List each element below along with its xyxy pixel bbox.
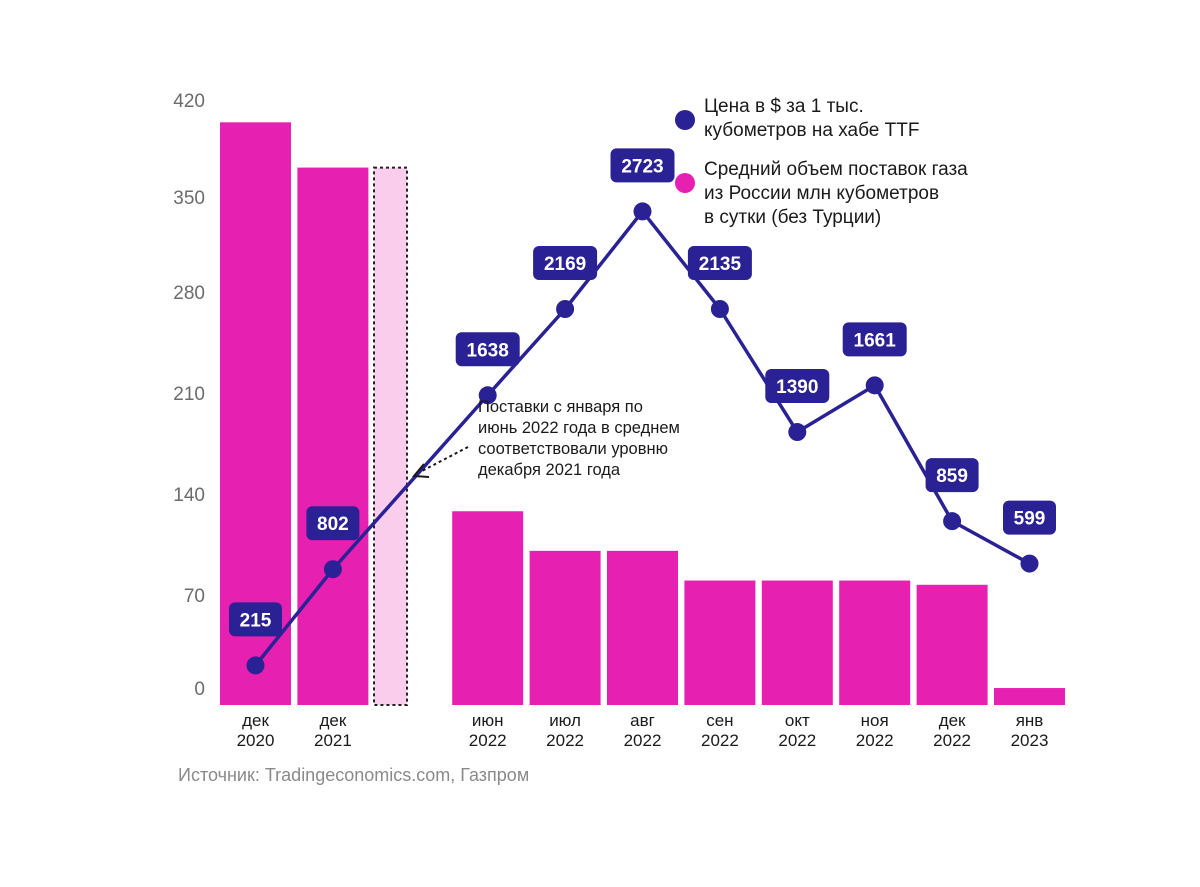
bars (220, 122, 1065, 707)
price-label-pill (1003, 500, 1056, 535)
y-tick-label: 280 (173, 283, 205, 304)
bar (761, 580, 833, 705)
x-tick-month: окт (785, 711, 810, 730)
annotation-arrow-head (411, 463, 430, 478)
x-tick-month: янв (1016, 711, 1044, 730)
price-label: 802 (317, 514, 349, 535)
annotation-text: декабря 2021 года (478, 461, 621, 479)
price-label: 1390 (776, 377, 818, 398)
price-label: 215 (240, 610, 272, 631)
bar-highlighted-period (373, 166, 408, 707)
price-point (943, 512, 962, 531)
y-tick-label: 420 (173, 91, 205, 112)
price-point (788, 423, 807, 442)
price-line: 215 802 1638 2169 2723 2135 1390 1661 859 599 (229, 148, 1056, 675)
y-tick-label: 210 (173, 384, 205, 405)
legend-label: в сутки (без Турции) (704, 207, 881, 228)
price-point (478, 386, 497, 405)
legend-label: кубометров на хабе TTF (704, 120, 919, 141)
bar (607, 550, 678, 705)
price-label-pill (229, 602, 282, 637)
x-tick-month: дек (319, 711, 346, 730)
annotation-arrow (419, 446, 469, 473)
bar (529, 550, 601, 705)
price-label: 859 (936, 466, 968, 487)
x-tick-month: авг (630, 711, 655, 730)
bar (452, 511, 524, 705)
legend-label: Цена в $ за 1 тыс. (704, 96, 864, 117)
x-tick-year: 2022 (546, 731, 584, 750)
price-point (246, 656, 265, 675)
x-tick-month: июл (549, 711, 581, 730)
x-tick-year: 2021 (314, 731, 352, 750)
price-label-pill (455, 332, 520, 367)
y-tick-label: 140 (173, 485, 205, 506)
price-label: 599 (1014, 509, 1046, 530)
x-tick-year: 2020 (237, 731, 275, 750)
price-label-pill (925, 458, 979, 493)
y-tick-label: 350 (173, 188, 205, 209)
y-tick-label: 0 (194, 679, 205, 700)
x-tick-year: 2022 (624, 731, 662, 750)
x-tick-year: 2022 (701, 731, 739, 750)
price-point (556, 300, 575, 318)
legend-label: Средний объем поставок газа (704, 159, 968, 180)
source-note: Источник: Tradingeconomics.com, Газпром (178, 765, 529, 785)
x-tick-month: дек (242, 711, 269, 730)
y-axis: 0 70 140 210 280 350 420 (173, 91, 205, 700)
annotation-text: Поставки с января по (478, 398, 643, 416)
price-label: 1661 (854, 330, 897, 351)
x-tick-year: 2022 (778, 731, 816, 750)
bar (684, 580, 756, 705)
legend-marker (675, 110, 695, 130)
x-tick-month: дек (939, 711, 966, 730)
price-label-pill (610, 148, 675, 183)
annotation-text: соответствовали уровню (478, 440, 668, 458)
x-axis: дек2020дек2021июн2022июл2022авг2022сен20… (237, 711, 1049, 750)
price-point (710, 300, 729, 318)
bar (839, 580, 911, 705)
x-tick-month: ноя (861, 711, 889, 730)
price-point (323, 560, 342, 579)
price-label: 2169 (544, 254, 586, 275)
price-point (865, 376, 884, 395)
x-tick-month: сен (706, 711, 733, 730)
legend-marker (675, 173, 695, 193)
price-point (633, 202, 652, 221)
x-tick-year: 2022 (933, 731, 971, 750)
price-label: 2723 (621, 156, 663, 177)
annotation-text: июнь 2022 года в среднем (478, 419, 680, 437)
x-tick-year: 2022 (856, 731, 894, 750)
price-label-pill (765, 369, 830, 404)
price-label-pill (687, 246, 752, 280)
legend: Цена в $ за 1 тыс. кубометров на хабе TTF… (675, 96, 968, 228)
legend-label: из России млн кубометров (704, 183, 939, 204)
price-label-pill (842, 322, 907, 357)
x-tick-year: 2023 (1011, 731, 1049, 750)
annotation: Поставки с января по июнь 2022 года в сре… (411, 398, 680, 479)
price-point (1020, 554, 1039, 573)
price-label-pill (306, 506, 360, 541)
price-label: 1638 (467, 340, 509, 361)
price-line-path (254, 209, 1031, 667)
x-tick-year: 2022 (469, 731, 507, 750)
x-tick-month: июн (472, 711, 504, 730)
bar (916, 584, 988, 705)
price-label-pill (533, 246, 598, 280)
y-tick-label: 70 (184, 586, 205, 607)
price-label: 2135 (699, 254, 742, 275)
bar (297, 167, 369, 706)
bar (994, 688, 1065, 705)
